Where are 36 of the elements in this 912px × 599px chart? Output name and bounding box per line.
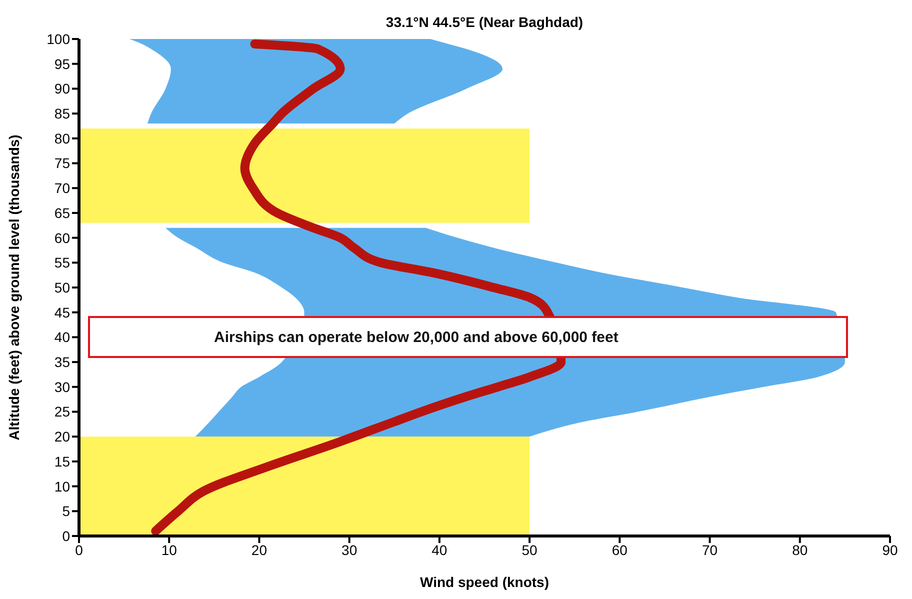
y-tick-label: 85	[54, 106, 70, 122]
x-tick-label: 50	[522, 542, 538, 558]
y-axis-title: Altitude (feet) above ground level (thousands)	[6, 134, 22, 440]
y-tick-label: 45	[54, 304, 70, 320]
chart-title: 33.1°N 44.5°E (Near Baghdad)	[384, 14, 584, 30]
y-tick-label: 30	[54, 378, 70, 395]
x-tick-label: 40	[432, 542, 448, 558]
annotation: Airships can operate below 20,000 and above 60,000 feet	[214, 328, 618, 346]
y-tick-label: 25	[54, 404, 70, 420]
y-tick-label: 65	[54, 204, 70, 221]
x-tick-label: 90	[882, 542, 898, 558]
y-tick-label: 35	[54, 354, 70, 370]
y-tick-label: 90	[54, 80, 70, 97]
note-box: Airships can operate below 20,000 and above 60,000 feet	[88, 316, 848, 358]
y-tick-label: 100	[46, 30, 70, 47]
y-tick-label: 60	[54, 230, 70, 246]
x-tick-label: 60	[612, 542, 628, 558]
y-tick-label: 70	[54, 180, 70, 196]
x-axis-title: Wind speed (knots)	[420, 574, 549, 590]
y-tick-label: 75	[54, 155, 70, 172]
x-tick-label: 0	[75, 542, 84, 558]
y-tick-label: 0	[62, 528, 70, 544]
y-tick-label: 40	[54, 329, 70, 346]
x-tick-label: 80	[792, 542, 808, 558]
y-tick-label: 50	[54, 279, 70, 296]
y-tick-label: 10	[54, 478, 70, 494]
y-tick-label: 95	[54, 56, 70, 72]
x-tick-label: 10	[161, 542, 178, 558]
y-tick-label: 5	[62, 503, 70, 520]
y-tick-label: 55	[54, 254, 70, 271]
y-tick-label: 20	[54, 428, 70, 445]
x-tick-label: 30	[342, 542, 358, 558]
x-tick-label: 70	[702, 542, 718, 558]
y-tick-label: 15	[54, 453, 70, 470]
y-tick-label: 80	[54, 130, 70, 146]
x-tick-label: 20	[251, 542, 268, 558]
